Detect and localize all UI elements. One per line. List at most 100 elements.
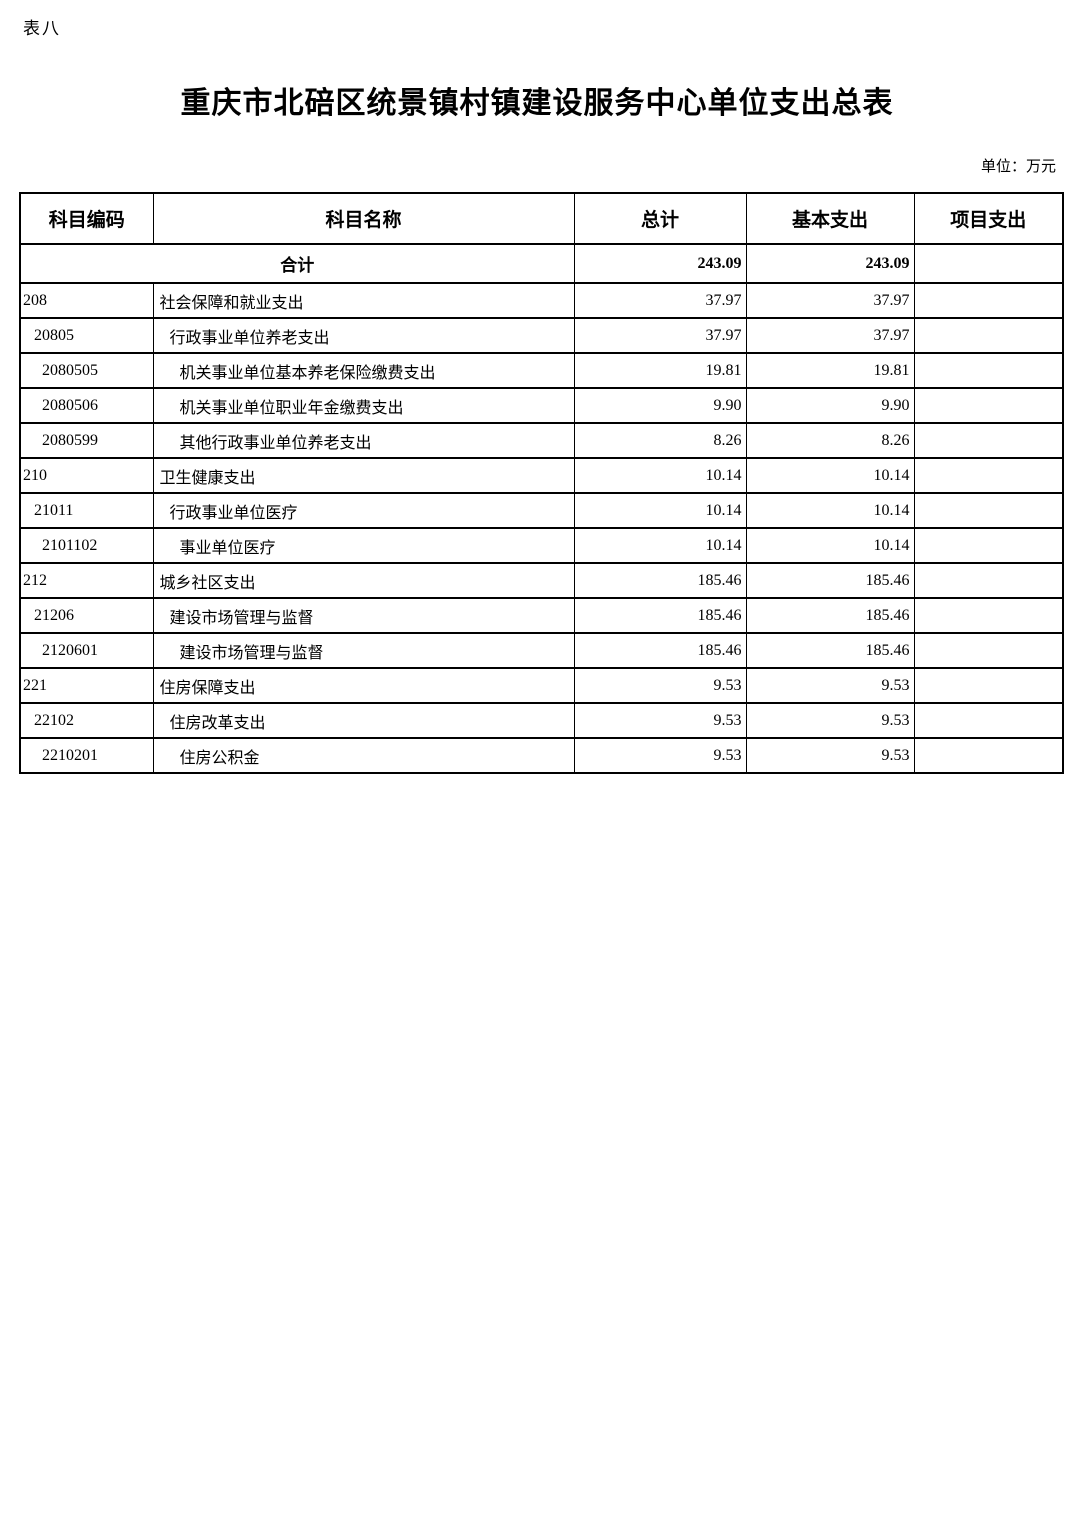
subject-code-cell: 2210201 (19, 737, 154, 774)
basic-expense-cell: 8.26 (745, 422, 915, 459)
col-header-total: 总计 (573, 192, 747, 245)
col-header-project: 项目支出 (913, 192, 1064, 245)
total-value-cell: 9.53 (573, 667, 747, 704)
table-row: 2080505 机关事业单位基本养老保险缴费支出 19.81 19.81 (19, 352, 1064, 389)
basic-expense-cell: 19.81 (745, 352, 915, 389)
total-value-cell: 9.90 (573, 387, 747, 424)
subject-name-cell: 卫生健康支出 (152, 457, 575, 494)
project-expense-cell (913, 597, 1064, 634)
project-expense-cell (913, 492, 1064, 529)
project-expense-cell (913, 562, 1064, 599)
expenditure-table: 科目编码 科目名称 总计 基本支出 项目支出 合计 243.09 243.09 … (19, 192, 1064, 774)
subject-name-cell: 行政事业单位医疗 (152, 492, 575, 529)
subject-name-cell: 机关事业单位基本养老保险缴费支出 (152, 352, 575, 389)
grand-total-label-cell: 合计 (19, 243, 575, 284)
basic-expense-cell: 185.46 (745, 597, 915, 634)
total-value-cell: 185.46 (573, 562, 747, 599)
subject-name-cell: 住房保障支出 (152, 667, 575, 704)
total-value-cell: 9.53 (573, 702, 747, 739)
subject-code-cell: 2080506 (19, 387, 154, 424)
subject-code-cell: 21206 (19, 597, 154, 634)
col-header-basic: 基本支出 (745, 192, 915, 245)
subject-code-cell: 20805 (19, 317, 154, 354)
project-expense-cell (913, 737, 1064, 774)
project-expense-cell (913, 527, 1064, 564)
subject-code-cell: 2101102 (19, 527, 154, 564)
table-row: 221 住房保障支出 9.53 9.53 (19, 667, 1064, 704)
basic-expense-cell: 185.46 (745, 562, 915, 599)
subject-code-cell: 2080599 (19, 422, 154, 459)
subject-code-cell: 212 (19, 562, 154, 599)
basic-expense-cell: 37.97 (745, 282, 915, 319)
table-row: 2080599 其他行政事业单位养老支出 8.26 8.26 (19, 422, 1064, 459)
table-row: 2210201 住房公积金 9.53 9.53 (19, 737, 1064, 774)
subject-name-cell: 社会保障和就业支出 (152, 282, 575, 319)
project-expense-cell (913, 352, 1064, 389)
subject-code-cell: 22102 (19, 702, 154, 739)
table-row: 20805 行政事业单位养老支出 37.97 37.97 (19, 317, 1064, 354)
project-expense-cell (913, 282, 1064, 319)
table-row: 208 社会保障和就业支出 37.97 37.97 (19, 282, 1064, 319)
basic-expense-cell: 9.53 (745, 702, 915, 739)
project-expense-cell (913, 422, 1064, 459)
col-header-subject-code: 科目编码 (19, 192, 154, 245)
table-row: 2080506 机关事业单位职业年金缴费支出 9.90 9.90 (19, 387, 1064, 424)
table-row: 212 城乡社区支出 185.46 185.46 (19, 562, 1064, 599)
basic-expense-cell: 9.53 (745, 737, 915, 774)
subject-name-cell: 建设市场管理与监督 (152, 632, 575, 669)
total-value-cell: 9.53 (573, 737, 747, 774)
total-value-cell: 10.14 (573, 527, 747, 564)
subject-name-cell: 行政事业单位养老支出 (152, 317, 575, 354)
project-expense-cell (913, 457, 1064, 494)
subject-name-cell: 事业单位医疗 (152, 527, 575, 564)
unit-note: 单位：万元 (980, 159, 1056, 175)
grand-total-project-cell (913, 243, 1064, 284)
project-expense-cell (913, 702, 1064, 739)
total-value-cell: 37.97 (573, 282, 747, 319)
total-value-cell: 185.46 (573, 597, 747, 634)
subject-name-cell: 建设市场管理与监督 (152, 597, 575, 634)
subject-name-cell: 住房公积金 (152, 737, 575, 774)
basic-expense-cell: 10.14 (745, 527, 915, 564)
grand-total-total-cell: 243.09 (573, 243, 747, 284)
subject-name-cell: 机关事业单位职业年金缴费支出 (152, 387, 575, 424)
table-row: 2101102 事业单位医疗 10.14 10.14 (19, 527, 1064, 564)
table-row: 21011 行政事业单位医疗 10.14 10.14 (19, 492, 1064, 529)
total-value-cell: 10.14 (573, 457, 747, 494)
grand-total-row: 合计 243.09 243.09 (19, 243, 1064, 284)
subject-name-cell: 城乡社区支出 (152, 562, 575, 599)
subject-code-cell: 208 (19, 282, 154, 319)
total-value-cell: 37.97 (573, 317, 747, 354)
sheet-label: 表八 (23, 19, 61, 38)
basic-expense-cell: 9.53 (745, 667, 915, 704)
subject-name-cell: 其他行政事业单位养老支出 (152, 422, 575, 459)
total-value-cell: 19.81 (573, 352, 747, 389)
total-value-cell: 8.26 (573, 422, 747, 459)
basic-expense-cell: 10.14 (745, 492, 915, 529)
project-expense-cell (913, 317, 1064, 354)
table-row: 22102 住房改革支出 9.53 9.53 (19, 702, 1064, 739)
project-expense-cell (913, 632, 1064, 669)
subject-code-cell: 2080505 (19, 352, 154, 389)
table-row: 2120601 建设市场管理与监督 185.46 185.46 (19, 632, 1064, 669)
basic-expense-cell: 37.97 (745, 317, 915, 354)
subject-code-cell: 21011 (19, 492, 154, 529)
table-header-row: 科目编码 科目名称 总计 基本支出 项目支出 (19, 192, 1064, 245)
subject-code-cell: 221 (19, 667, 154, 704)
table-row: 210 卫生健康支出 10.14 10.14 (19, 457, 1064, 494)
basic-expense-cell: 185.46 (745, 632, 915, 669)
total-value-cell: 10.14 (573, 492, 747, 529)
project-expense-cell (913, 387, 1064, 424)
basic-expense-cell: 9.90 (745, 387, 915, 424)
page-title: 重庆市北碚区统景镇村镇建设服务中心单位支出总表 (180, 87, 894, 120)
grand-total-basic-cell: 243.09 (745, 243, 915, 284)
col-header-subject-name: 科目名称 (152, 192, 575, 245)
subject-code-cell: 2120601 (19, 632, 154, 669)
subject-name-cell: 住房改革支出 (152, 702, 575, 739)
basic-expense-cell: 10.14 (745, 457, 915, 494)
table-row: 21206 建设市场管理与监督 185.46 185.46 (19, 597, 1064, 634)
project-expense-cell (913, 667, 1064, 704)
subject-code-cell: 210 (19, 457, 154, 494)
total-value-cell: 185.46 (573, 632, 747, 669)
